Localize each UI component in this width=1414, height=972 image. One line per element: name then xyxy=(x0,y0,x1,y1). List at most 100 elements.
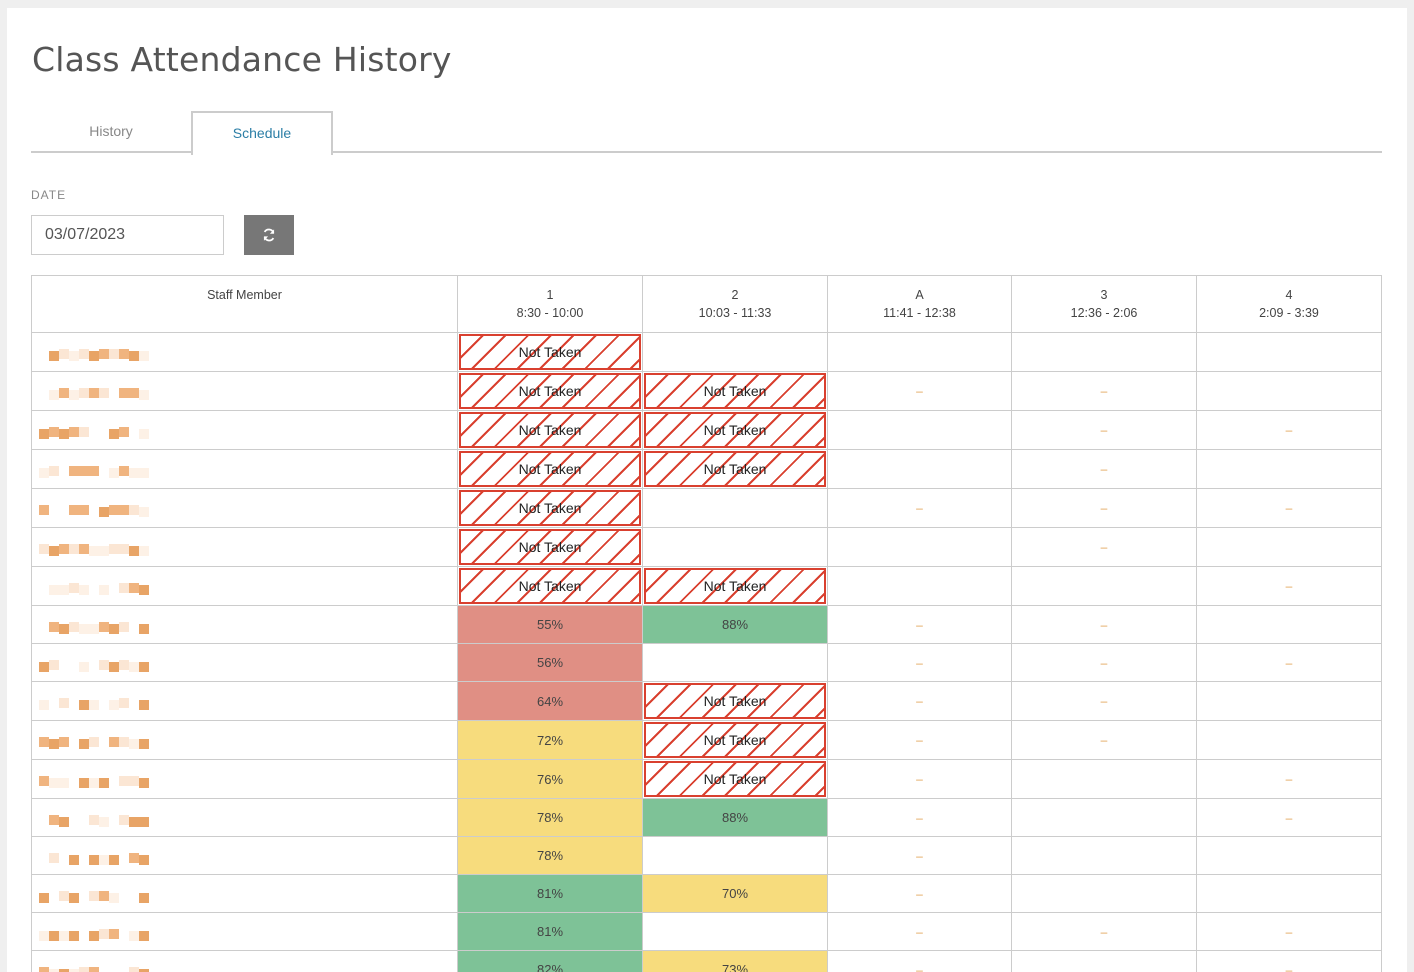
table-row: Not Taken – – – xyxy=(31,488,1382,528)
redacted-name xyxy=(39,466,149,478)
refresh-icon xyxy=(263,228,275,242)
date-field[interactable] xyxy=(31,215,224,255)
period-header: A 11:41 - 12:38 xyxy=(827,275,1012,333)
tab-history[interactable]: History xyxy=(89,123,133,139)
not-taken-cell: Not Taken xyxy=(457,449,643,489)
redacted-name xyxy=(39,505,149,517)
empty-cell xyxy=(1196,449,1382,489)
staff-name-cell xyxy=(31,643,458,682)
table-row: 64% Not Taken – – xyxy=(31,681,1382,721)
period-header: 2 10:03 - 11:33 xyxy=(642,275,828,333)
not-taken-cell: Not Taken xyxy=(457,527,643,567)
staff-name-cell xyxy=(31,605,458,644)
no-class-cell: – xyxy=(1011,410,1197,450)
tab-schedule[interactable]: Schedule xyxy=(191,111,333,155)
attendance-percent-cell[interactable]: 81% xyxy=(457,912,643,951)
attendance-percent-cell[interactable]: 73% xyxy=(642,950,828,972)
table-body: Not Taken Not Taken Not Taken – – Not Taken No… xyxy=(31,332,1382,972)
empty-cell xyxy=(1196,371,1382,411)
not-taken-label[interactable]: Not Taken xyxy=(644,412,826,448)
not-taken-label[interactable]: Not Taken xyxy=(459,373,641,409)
not-taken-label[interactable]: Not Taken xyxy=(644,373,826,409)
period-name: A xyxy=(915,288,924,302)
empty-cell xyxy=(642,643,828,682)
not-taken-label[interactable]: Not Taken xyxy=(644,683,826,719)
table-row: Not Taken Not Taken – xyxy=(31,449,1382,489)
attendance-percent-cell[interactable]: 76% xyxy=(457,759,643,799)
staff-name-cell xyxy=(31,950,458,972)
attendance-percent-cell[interactable]: 55% xyxy=(457,605,643,644)
redacted-name xyxy=(49,583,149,595)
no-class-cell: – xyxy=(827,759,1012,799)
table-row: Not Taken – xyxy=(31,527,1382,567)
not-taken-cell: Not Taken xyxy=(457,332,643,372)
not-taken-cell: Not Taken xyxy=(457,410,643,450)
date-label: DATE xyxy=(31,188,67,202)
redacted-name xyxy=(39,659,149,672)
redacted-name xyxy=(39,776,149,788)
empty-cell xyxy=(1196,720,1382,760)
empty-cell xyxy=(1011,759,1197,799)
not-taken-cell: Not Taken xyxy=(457,566,643,606)
no-class-cell: – xyxy=(827,488,1012,528)
table-row: 78% 88% – – xyxy=(31,798,1382,837)
empty-cell xyxy=(1011,798,1197,837)
table-row: 82% 73% – – xyxy=(31,950,1382,972)
staff-name-cell xyxy=(31,488,458,528)
attendance-percent-cell[interactable]: 88% xyxy=(642,605,828,644)
no-class-cell: – xyxy=(827,912,1012,951)
not-taken-label[interactable]: Not Taken xyxy=(644,722,826,758)
not-taken-label[interactable]: Not Taken xyxy=(459,451,641,487)
staff-member-header: Staff Member xyxy=(31,275,458,333)
empty-cell xyxy=(1011,566,1197,606)
attendance-percent-cell[interactable]: 72% xyxy=(457,720,643,760)
redacted-name xyxy=(39,966,149,972)
no-class-cell: – xyxy=(827,950,1012,972)
attendance-percent-cell[interactable]: 56% xyxy=(457,643,643,682)
not-taken-label[interactable]: Not Taken xyxy=(459,334,641,370)
empty-cell xyxy=(642,527,828,567)
not-taken-label[interactable]: Not Taken xyxy=(644,568,826,604)
no-class-cell: – xyxy=(1196,950,1382,972)
table-row: 76% Not Taken – – xyxy=(31,759,1382,799)
empty-cell xyxy=(827,527,1012,567)
table-row: Not Taken Not Taken – – xyxy=(31,410,1382,450)
refresh-button[interactable] xyxy=(244,215,294,255)
not-taken-label[interactable]: Not Taken xyxy=(644,451,826,487)
attendance-percent-cell[interactable]: 64% xyxy=(457,681,643,721)
period-name: 3 xyxy=(1100,288,1108,302)
empty-cell xyxy=(827,566,1012,606)
staff-name-cell xyxy=(31,874,458,913)
empty-cell xyxy=(827,410,1012,450)
not-taken-label[interactable]: Not Taken xyxy=(459,568,641,604)
not-taken-label[interactable]: Not Taken xyxy=(459,490,641,526)
no-class-cell: – xyxy=(1011,488,1197,528)
not-taken-cell: Not Taken xyxy=(457,371,643,411)
no-class-cell: – xyxy=(827,371,1012,411)
staff-name-cell xyxy=(31,449,458,489)
attendance-percent-cell[interactable]: 82% xyxy=(457,950,643,972)
attendance-percent-cell[interactable]: 88% xyxy=(642,798,828,837)
period-header: 3 12:36 - 2:06 xyxy=(1011,275,1197,333)
table-header-row: Staff Member 1 8:30 - 10:00 2 10:03 - 11:33… xyxy=(31,275,1382,333)
redacted-name xyxy=(49,349,149,361)
empty-cell xyxy=(827,332,1012,372)
empty-cell xyxy=(1196,527,1382,567)
staff-name-cell xyxy=(31,371,458,411)
redacted-name xyxy=(39,737,149,749)
no-class-cell: – xyxy=(1011,681,1197,721)
attendance-percent-cell[interactable]: 78% xyxy=(457,836,643,875)
staff-name-cell xyxy=(31,798,458,837)
empty-cell xyxy=(1196,836,1382,875)
no-class-cell: – xyxy=(1011,527,1197,567)
attendance-percent-cell[interactable]: 70% xyxy=(642,874,828,913)
attendance-percent-cell[interactable]: 81% xyxy=(457,874,643,913)
not-taken-label[interactable]: Not Taken xyxy=(644,761,826,797)
table-row: 78% – xyxy=(31,836,1382,875)
not-taken-cell: Not Taken xyxy=(642,566,828,606)
not-taken-label[interactable]: Not Taken xyxy=(459,412,641,448)
table-row: 56% – – – xyxy=(31,643,1382,682)
table-row: Not Taken Not Taken – – xyxy=(31,371,1382,411)
attendance-percent-cell[interactable]: 78% xyxy=(457,798,643,837)
not-taken-label[interactable]: Not Taken xyxy=(459,529,641,565)
